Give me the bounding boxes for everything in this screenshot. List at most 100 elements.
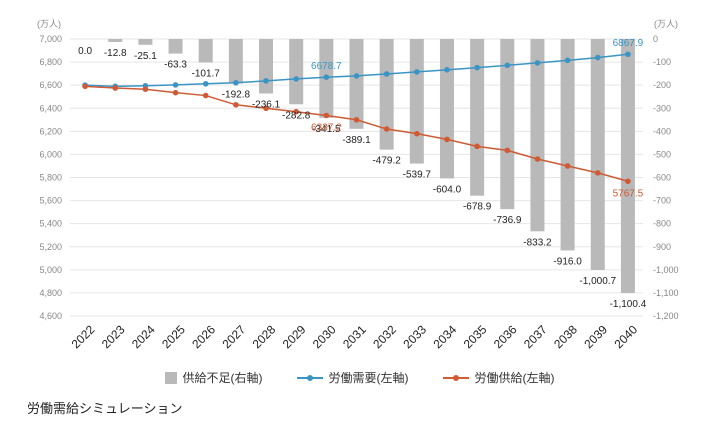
point-demand: [444, 67, 450, 73]
bar-data-label: -192.8: [222, 90, 251, 101]
point-demand: [414, 69, 420, 75]
y-right-tick-label: -200: [653, 80, 671, 90]
point-supply: [202, 92, 209, 99]
point-demand: [353, 73, 360, 79]
legend-item-supply: 労働供給(左軸): [442, 369, 555, 386]
line-data-label: 6867.9: [613, 38, 644, 49]
bar-shortage: [138, 39, 153, 45]
bar-shortage: [168, 39, 183, 54]
legend: 供給不足(右軸) 労働需要(左軸) 労働供給(左軸): [0, 369, 719, 386]
y-left-tick-label: 5,400: [39, 219, 62, 229]
point-demand: [263, 78, 269, 84]
y-right-tick-label: -100: [653, 57, 671, 67]
x-tick-label: 2035: [461, 322, 490, 351]
x-tick-label: 2029: [280, 322, 309, 351]
x-tick-label: 2033: [400, 322, 429, 351]
bar-shortage: [198, 39, 213, 63]
x-tick-label: 2037: [521, 322, 550, 351]
point-demand: [625, 51, 631, 58]
x-tick-label: 2032: [370, 322, 399, 351]
y-right-tick-label: -400: [653, 126, 671, 136]
y-left-unit: (万人): [37, 19, 61, 29]
point-supply: [504, 147, 511, 154]
y-right-tick-label: -1,100: [653, 288, 679, 298]
legend-label-shortage: 供給不足(右軸): [182, 371, 263, 385]
bar-data-label: -12.8: [104, 48, 127, 59]
point-demand: [474, 64, 480, 71]
bar-shortage: [560, 39, 575, 251]
bar-shortage: [470, 39, 485, 196]
point-supply: [625, 178, 631, 185]
y-right-tick-label: -600: [653, 173, 671, 183]
legend-swatch-demand: [296, 372, 323, 384]
line-data-label: 6678.7: [311, 61, 342, 72]
bar-data-label: -63.3: [164, 60, 187, 71]
point-demand: [594, 54, 601, 61]
chart: 4,600 4,800 5,000 5,200 5,400 5,600 5,800 6,000…: [37, 19, 679, 351]
bar-data-label: -282.8: [282, 110, 311, 121]
point-demand: [233, 79, 239, 86]
y-left-tick-label: 5,000: [39, 265, 62, 275]
point-demand: [504, 62, 511, 69]
point-supply: [82, 83, 88, 90]
point-demand: [293, 76, 299, 82]
bar-shortage: [409, 39, 424, 164]
point-supply: [594, 170, 601, 176]
x-tick-label: 2028: [250, 322, 279, 351]
bar-shortage: [289, 39, 304, 105]
bar-shortage: [108, 39, 123, 42]
bar-shortage: [500, 39, 515, 210]
y-right-tick-label: -700: [653, 196, 671, 206]
line-data-label: 6337.2: [311, 122, 342, 133]
figure-caption: 労働需給シミュレーション: [27, 401, 183, 416]
y-right-tick-label: -1,200: [653, 311, 679, 321]
y-right-tick-label: -800: [653, 219, 671, 229]
bar-shortage: [259, 39, 274, 94]
legend-label-supply: 労働供給(左軸): [474, 371, 555, 385]
point-demand: [172, 82, 179, 88]
bar-data-label: -479.2: [372, 156, 401, 167]
point-supply: [112, 85, 119, 91]
y-right-tick-label: 0: [653, 34, 658, 44]
y-left-tick-label: 6,200: [39, 126, 62, 136]
bar-data-label: -916.0: [553, 256, 582, 267]
bar-data-label: 0.0: [78, 46, 92, 57]
y-right-tick-label: -500: [653, 149, 671, 159]
x-tick-label: 2031: [340, 322, 369, 351]
y-left-tick-label: 6,600: [39, 80, 62, 90]
point-supply: [293, 108, 299, 115]
bar-data-label: -1,000.7: [579, 276, 616, 287]
bar-data-label: -341.5: [312, 124, 341, 135]
point-supply: [142, 86, 149, 93]
point-demand: [323, 74, 330, 81]
bar-shortage: [379, 39, 394, 150]
point-supply: [444, 136, 450, 143]
bar-data-label: -539.7: [403, 170, 432, 181]
y-right-tick-label: -900: [653, 242, 671, 252]
point-demand: [564, 57, 571, 64]
point-supply: [233, 101, 239, 108]
bar-shortage: [530, 39, 545, 232]
point-supply: [414, 130, 420, 137]
bar-data-label: -736.9: [493, 215, 522, 226]
point-supply: [172, 89, 179, 96]
legend-swatch-shortage: [164, 371, 177, 384]
x-tick-label: 2027: [219, 322, 248, 351]
bar-data-label: -678.9: [463, 202, 492, 213]
x-tick-label: 2036: [491, 322, 520, 351]
point-supply: [263, 105, 269, 112]
x-tick-label: 2034: [431, 322, 460, 351]
point-supply: [564, 163, 571, 169]
x-tick-label: 2040: [611, 322, 640, 351]
y-left-tick-label: 4,800: [39, 288, 62, 298]
bar-data-label: -833.2: [523, 237, 552, 248]
bar-data-label: -236.1: [252, 99, 281, 110]
x-tick-label: 2022: [69, 322, 98, 351]
x-tick-label: 2039: [581, 322, 610, 351]
bar-data-label: -25.1: [134, 51, 157, 62]
point-demand: [202, 80, 209, 87]
y-right-unit: (万人): [654, 19, 678, 29]
bar-data-label: -389.1: [342, 135, 371, 146]
y-right-tick-label: -300: [653, 103, 671, 113]
x-tick-label: 2026: [189, 322, 218, 351]
